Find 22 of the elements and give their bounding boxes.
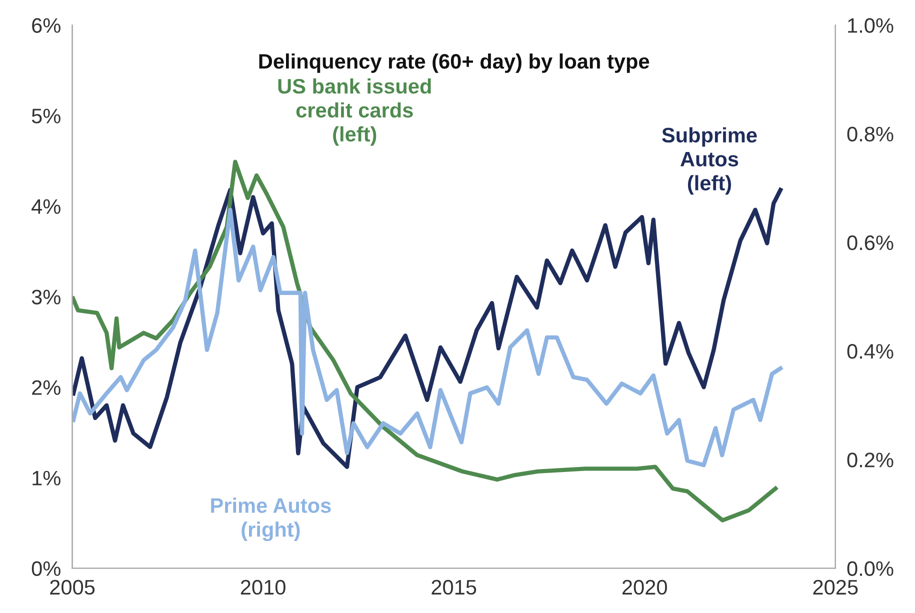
y-tick-label: 0%: [32, 561, 60, 576]
y2-tick-label: 0.0%: [847, 561, 894, 576]
y2-tick-label: 0.2%: [847, 452, 894, 468]
y-tick-label: 6%: [32, 18, 60, 33]
x-tick-label: 2025: [813, 580, 858, 595]
y2-tick-label: 1.0%: [848, 18, 894, 33]
y2-tick-label: 0.6%: [847, 235, 894, 250]
y2-tick-label: 0.8%: [847, 126, 894, 142]
x-tick-label: 2005: [50, 580, 95, 595]
series-label: US bank issued credit cards (left): [278, 78, 431, 146]
y-tick-label: 1%: [32, 470, 60, 486]
y-tick-label: 4%: [32, 199, 60, 214]
y-tick-label: 2%: [32, 380, 60, 395]
y-tick-label: 3%: [32, 290, 60, 304]
y2-tick-label: 0.4%: [847, 344, 894, 359]
text: Prime Autos (right): [211, 498, 331, 542]
y-tick-label: 5%: [32, 108, 60, 124]
x-tick-label: 2020: [622, 580, 667, 595]
x-tick-label: 2010: [240, 580, 286, 595]
series-label: Subprime Autos (left): [662, 127, 757, 195]
x-tick-label: 2015: [432, 580, 476, 595]
text: Delinquency rate (60+ day) by loan type: [259, 53, 650, 73]
